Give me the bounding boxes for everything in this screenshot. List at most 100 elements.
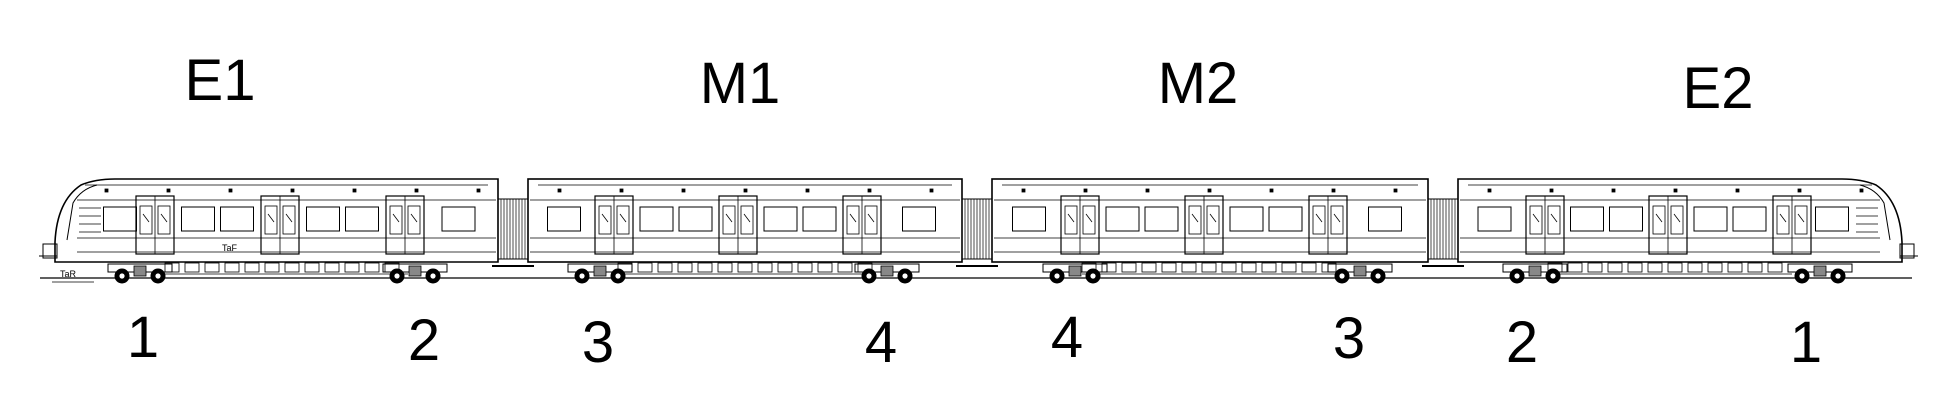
wheel-hub-m1-1-a — [578, 272, 586, 280]
roof-vent-e2 — [1549, 188, 1554, 193]
underframe-box-m2 — [1261, 262, 1277, 273]
roof-vent-e1 — [228, 188, 233, 193]
wheel-hub-m1-2-b — [901, 272, 909, 280]
window-e2-2-2 — [1609, 206, 1643, 232]
roof-vent-e1 — [414, 188, 419, 193]
underframe-box-m2 — [1101, 262, 1117, 273]
underframe-box-m2 — [1201, 262, 1217, 273]
window-e2-1-1 — [1477, 206, 1512, 232]
door-mark-e1-3-a — [392, 213, 400, 223]
door-window-left-m2-3 — [1312, 205, 1326, 235]
window-e2-2-1 — [1570, 206, 1604, 232]
window-e1-4-1 — [441, 206, 476, 232]
door-mark-e1-2-b — [285, 213, 293, 223]
door-window-right-m2-3 — [1330, 205, 1344, 235]
window-m2-3-2 — [1268, 206, 1303, 232]
roof-vent-e2 — [1735, 188, 1740, 193]
underframe-box-e2 — [1747, 262, 1763, 273]
underframe-box-e1 — [204, 262, 220, 273]
bogie-spring-m2-2 — [1353, 265, 1367, 277]
window-e2-3-1 — [1693, 206, 1728, 232]
door-mark-e2-1-a — [1532, 213, 1540, 223]
underframe-box-e1 — [184, 262, 200, 273]
roof-vent-e2 — [1859, 188, 1864, 193]
window-m2-2-1 — [1105, 206, 1140, 232]
roof-vent-e2 — [1797, 188, 1802, 193]
door-mark-m2-2-a — [1191, 213, 1199, 223]
door-window-right-m1-2 — [740, 205, 754, 235]
roof-vent-e1 — [104, 188, 109, 193]
door-window-left-e1-2 — [264, 205, 278, 235]
train-drawing: TaF TaR — [39, 178, 1918, 284]
wheel-hub-e2-2-a — [1798, 272, 1806, 280]
car-label-e1: E1 — [185, 48, 256, 113]
door-window-left-e1-1 — [139, 205, 153, 235]
underframe-box-m1 — [777, 262, 793, 273]
underframe-box-e2 — [1607, 262, 1623, 273]
door-mark-e2-1-b — [1550, 213, 1558, 223]
underframe-box-m2 — [1281, 262, 1297, 273]
roof-vent-e1 — [166, 188, 171, 193]
roof-vent-e2 — [1673, 188, 1678, 193]
roof-vent-m2 — [1331, 188, 1336, 193]
door-mark-m2-3-b — [1333, 213, 1341, 223]
bogie-label-m1-4: 4 — [865, 310, 897, 375]
wheel-hub-m2-2-b — [1374, 272, 1382, 280]
wheel-hub-m2-1-b — [1089, 272, 1097, 280]
door-window-left-e2-1 — [1529, 205, 1543, 235]
underframe-box-e2 — [1647, 262, 1663, 273]
door-window-right-m2-2 — [1206, 205, 1220, 235]
roof-vent-e1 — [290, 188, 295, 193]
door-window-right-m1-3 — [864, 205, 878, 235]
door-window-right-m2-1 — [1082, 205, 1096, 235]
door-window-left-m1-2 — [722, 205, 736, 235]
door-mark-m1-2-b — [743, 213, 751, 223]
underframe-box-e1 — [364, 262, 380, 273]
window-e2-4-1 — [1815, 206, 1849, 232]
underframe-box-m1 — [797, 262, 813, 273]
bogie-spring-e1-1 — [133, 265, 147, 277]
underframe-box-e1 — [224, 262, 240, 273]
door-mark-e2-2-a — [1655, 213, 1663, 223]
door-mark-m1-2-a — [725, 213, 733, 223]
bogie-label-e2-2: 2 — [1506, 310, 1538, 375]
underframe-box-m1 — [737, 262, 753, 273]
underframe-box-e2 — [1687, 262, 1703, 273]
roof-vent-m1 — [805, 188, 810, 193]
underframe-box-e2 — [1707, 262, 1723, 273]
underframe-box-e2 — [1767, 262, 1783, 273]
window-m1-3-1 — [763, 206, 798, 232]
door-window-right-e2-2 — [1670, 205, 1684, 235]
window-m2-2-2 — [1144, 206, 1179, 232]
door-mark-m2-3-a — [1315, 213, 1323, 223]
underframe-box-e1 — [264, 262, 280, 273]
bogie-label-e1-1: 1 — [127, 305, 159, 370]
wheel-hub-e1-2-b — [429, 272, 437, 280]
car-body-e1 — [54, 178, 499, 263]
bogie-label-m2-3: 3 — [1333, 306, 1365, 371]
door-mark-m1-1-a — [601, 213, 609, 223]
underframe-box-e1 — [244, 262, 260, 273]
underframe-box-m1 — [757, 262, 773, 273]
wheel-hub-e1-1-a — [118, 272, 126, 280]
door-window-left-e2-3 — [1776, 205, 1790, 235]
roof-vent-m1 — [681, 188, 686, 193]
underframe-box-e2 — [1727, 262, 1743, 273]
car-label-m1: M1 — [700, 51, 781, 116]
window-m1-1-1 — [547, 206, 581, 232]
wheel-hub-e2-2-b — [1834, 272, 1842, 280]
car-mark-e1: TaF — [222, 243, 238, 253]
door-window-right-e1-2 — [282, 205, 296, 235]
bogie-label-e2-1: 1 — [1790, 310, 1822, 375]
window-e1-1-1 — [103, 206, 137, 232]
window-m2-3-1 — [1229, 206, 1264, 232]
wheel-hub-m1-2-a — [865, 272, 873, 280]
door-window-left-m2-1 — [1064, 205, 1078, 235]
underframe-box-m2 — [1161, 262, 1177, 273]
underframe-box-m1 — [697, 262, 713, 273]
roof-vent-m2 — [1207, 188, 1212, 193]
roof-vent-m1 — [929, 188, 934, 193]
car-body-e2 — [1457, 178, 1903, 263]
underframe-box-m2 — [1221, 262, 1237, 273]
rail-mark: TaR — [60, 269, 77, 279]
